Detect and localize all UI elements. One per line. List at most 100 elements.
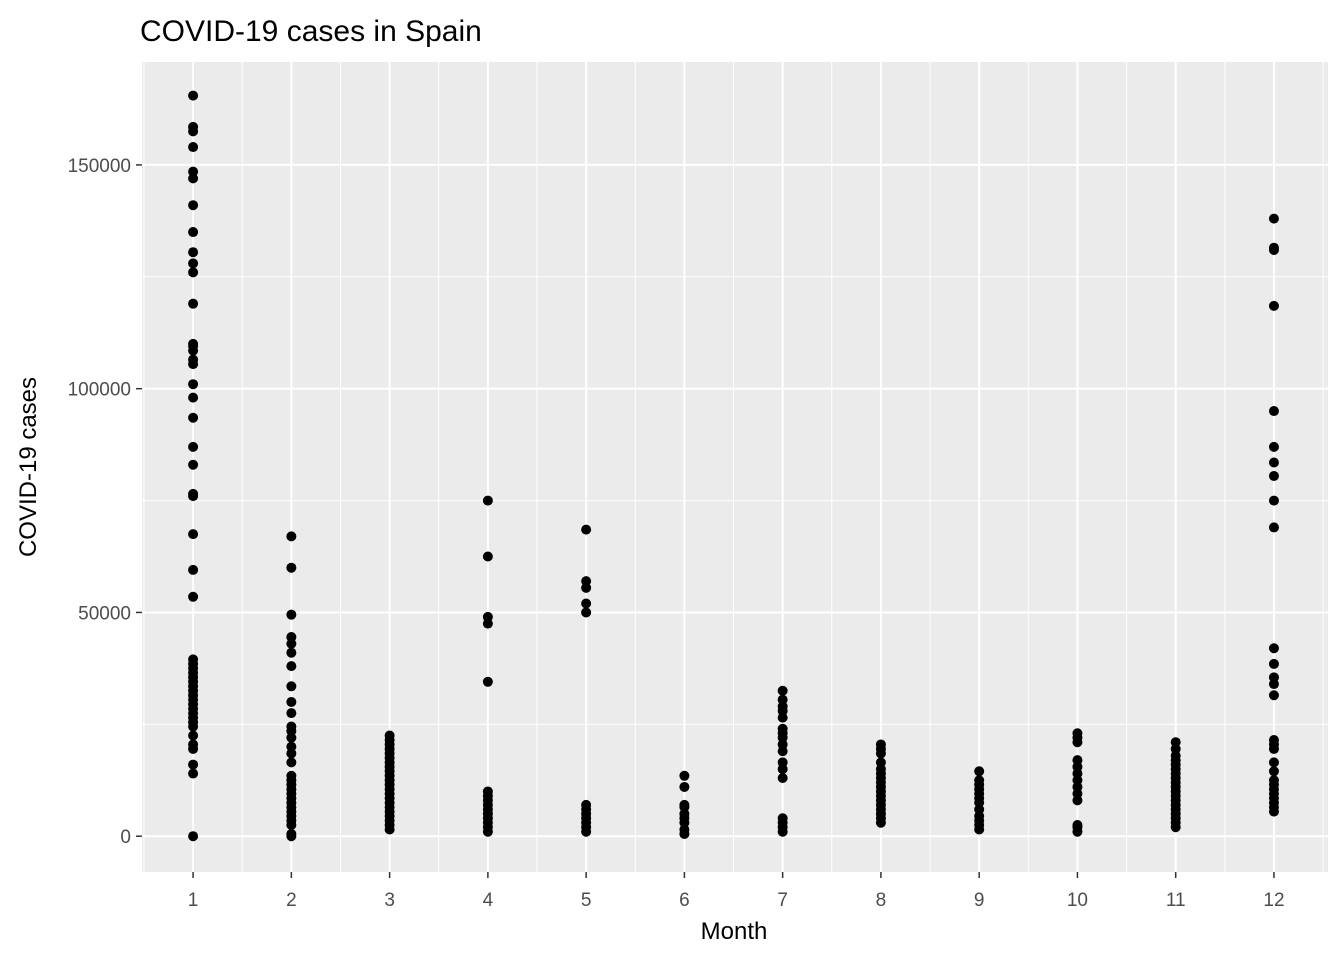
data-point <box>286 721 297 732</box>
data-point <box>1268 766 1279 777</box>
x-tick-label: 8 <box>876 890 887 911</box>
data-point <box>188 730 199 741</box>
data-point <box>1268 775 1279 786</box>
data-point <box>1268 522 1279 533</box>
data-point <box>1268 690 1279 701</box>
data-point <box>482 495 493 506</box>
data-point <box>286 647 297 658</box>
data-point <box>188 354 199 365</box>
data-point <box>286 770 297 781</box>
data-point <box>188 591 199 602</box>
data-point <box>188 258 199 269</box>
data-point <box>581 576 592 587</box>
data-point <box>1268 734 1279 745</box>
data-point <box>1268 441 1279 452</box>
data-point <box>188 441 199 452</box>
x-tick-label: 7 <box>777 890 788 911</box>
data-point <box>286 562 297 573</box>
data-point <box>188 529 199 540</box>
data-point <box>286 531 297 542</box>
data-point <box>188 412 199 423</box>
data-point <box>1072 755 1083 766</box>
x-tick-label: 3 <box>384 890 395 911</box>
data-point <box>1268 672 1279 683</box>
data-point <box>777 757 788 768</box>
data-point <box>1268 470 1279 481</box>
data-point <box>1072 820 1083 831</box>
y-tick-label: 0 <box>120 827 131 848</box>
data-point <box>777 813 788 824</box>
data-point <box>188 298 199 309</box>
data-point <box>1170 737 1181 748</box>
y-axis: 0 50000 100000 150000 <box>68 156 142 848</box>
data-point <box>188 247 199 258</box>
data-point <box>188 121 199 132</box>
data-point <box>286 696 297 707</box>
data-point <box>188 459 199 470</box>
data-point <box>974 766 985 777</box>
data-point <box>286 661 297 672</box>
data-point <box>1268 242 1279 253</box>
data-point <box>875 757 886 768</box>
data-point <box>777 773 788 784</box>
data-point <box>188 200 199 211</box>
x-tick-label: 12 <box>1263 890 1284 911</box>
data-point <box>581 607 592 618</box>
data-point <box>286 741 297 752</box>
data-point <box>286 681 297 692</box>
data-point <box>482 676 493 687</box>
data-point <box>188 488 199 499</box>
x-tick-label: 1 <box>188 890 199 911</box>
x-tick-label: 9 <box>974 890 985 911</box>
y-tick-label: 150000 <box>68 156 131 177</box>
data-point <box>188 759 199 770</box>
data-point <box>1268 495 1279 506</box>
data-point <box>1268 300 1279 311</box>
y-tick-label: 50000 <box>78 603 131 624</box>
data-point <box>581 598 592 609</box>
minor-gridlines <box>142 62 1328 872</box>
x-tick-label: 11 <box>1166 890 1186 911</box>
plot-panel <box>142 62 1328 872</box>
data-point <box>482 551 493 562</box>
data-point <box>188 768 199 779</box>
data-point <box>286 757 297 768</box>
data-point <box>188 831 199 842</box>
data-point <box>188 379 199 390</box>
data-point <box>188 654 199 665</box>
data-point <box>286 708 297 719</box>
data-point <box>482 786 493 797</box>
x-tick-label: 10 <box>1067 890 1088 911</box>
x-axis: 1 2 3 4 5 6 7 8 9 10 11 12 <box>188 872 1285 911</box>
data-point <box>679 770 690 781</box>
data-point <box>188 739 199 750</box>
data-point <box>482 611 493 622</box>
data-point <box>974 775 985 786</box>
data-point <box>1268 658 1279 669</box>
x-tick-label: 2 <box>286 890 297 911</box>
data-point <box>875 739 886 750</box>
data-point <box>1072 728 1083 739</box>
data-point <box>188 564 199 575</box>
data-point <box>581 524 592 535</box>
x-tick-label: 5 <box>581 890 592 911</box>
data-point <box>286 609 297 620</box>
data-point <box>679 781 690 792</box>
chart-title: COVID-19 cases in Spain <box>140 15 482 48</box>
data-point <box>1268 213 1279 224</box>
x-tick-label: 6 <box>679 890 690 911</box>
data-point <box>679 799 690 810</box>
data-point <box>1268 457 1279 468</box>
data-point <box>777 694 788 705</box>
data-point <box>188 392 199 403</box>
data-points <box>188 90 1279 842</box>
y-axis-title: COVID-19 cases <box>15 377 42 557</box>
data-point <box>286 828 297 839</box>
data-point <box>286 632 297 643</box>
data-point <box>1268 643 1279 654</box>
data-point <box>777 685 788 696</box>
data-point <box>1268 406 1279 417</box>
y-tick-label: 100000 <box>68 380 131 401</box>
data-point <box>188 338 199 349</box>
